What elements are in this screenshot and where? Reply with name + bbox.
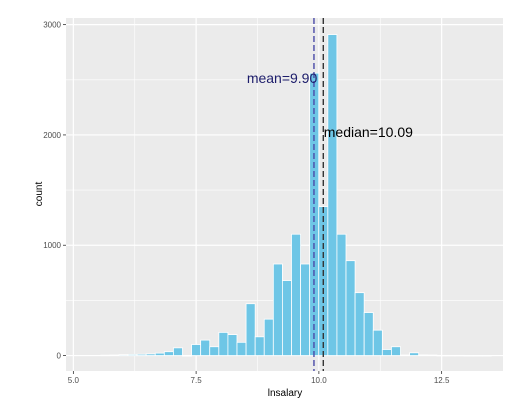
y-tick-label: 2000 [43,131,61,140]
histogram-bar [209,346,220,356]
histogram-bar [481,355,492,357]
histogram-bar [227,334,238,356]
histogram-bar [409,352,420,356]
x-tick-label: 7.5 [191,376,203,385]
histogram-bar [191,344,202,356]
histogram-bar [400,354,410,357]
histogram-bar [136,353,147,356]
histogram-bar [245,303,256,356]
histogram-bar [436,354,447,357]
histogram-bar [200,339,211,356]
histogram-bar [345,260,356,356]
x-axis-ticks: 5.0 7.5 10.0 12.5 [68,371,450,385]
x-tick-label: 5.0 [68,376,80,385]
histogram-bar [300,263,311,356]
histogram-bar [472,355,483,357]
histogram-bar [163,351,174,356]
histogram-bar [391,346,401,356]
x-tick-label: 12.5 [434,376,450,385]
annotation-label: mean=9.90 [247,70,318,86]
histogram-bar [127,354,138,356]
histogram-bar [254,336,265,356]
histogram-bar [118,354,129,356]
histogram-bar [445,354,456,357]
histogram-bar [336,233,347,356]
annotations: mean=9.90 median=10.09 [247,70,413,140]
y-tick-label: 0 [57,352,62,361]
histogram-bar [291,233,301,356]
histogram-bar [309,72,320,356]
y-axis-ticks: 0 1000 2000 3000 [43,21,66,361]
histogram-bar [109,354,120,357]
histogram-bar [427,354,438,357]
histogram-bar [182,355,192,357]
histogram-bar [145,353,156,356]
histogram-bar [173,347,183,356]
histogram-bar [282,280,292,356]
histogram-bar [263,318,274,356]
x-axis-title: lnsalary [268,388,302,399]
y-tick-label: 3000 [43,21,61,30]
histogram-bar [372,329,383,356]
histogram-bar [236,341,247,356]
histogram-bar [454,354,465,357]
annotation-label: median=10.09 [324,124,413,140]
x-tick-label: 10.0 [311,376,327,385]
histogram-bar [363,312,374,356]
reference-lines [313,18,324,371]
histogram-bar [418,354,429,356]
histogram-bar [272,263,283,356]
y-tick-label: 1000 [43,241,61,250]
histogram-bar [354,292,365,356]
histogram-bar [154,352,165,356]
histogram-bar [327,34,338,356]
histogram-bar [463,355,474,357]
y-axis-title: count [34,182,45,207]
histogram-bar [381,349,392,356]
histogram-bar [100,354,111,357]
histogram-bar [218,331,229,356]
